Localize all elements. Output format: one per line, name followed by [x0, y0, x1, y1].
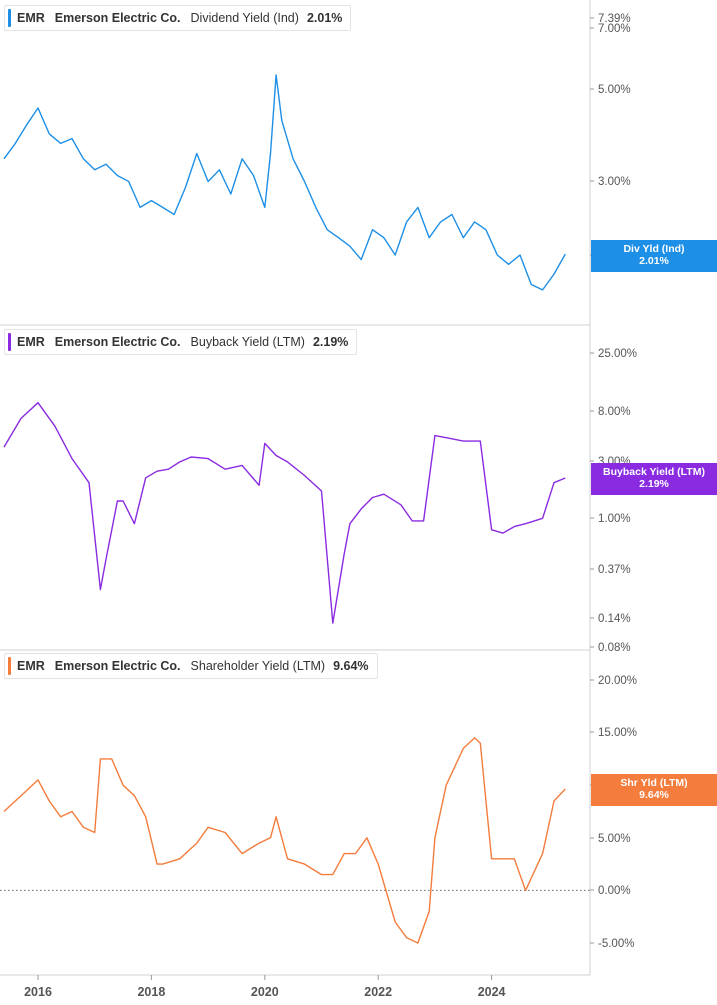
legend-ticker: EMR: [17, 659, 45, 673]
y-tick-label: 5.00%: [598, 833, 631, 845]
y-tick-label: 1.00%: [598, 513, 631, 525]
series-line-dividend: [3, 74, 566, 291]
series-line-shareholder: [3, 737, 566, 944]
series-line-buyback: [3, 402, 566, 624]
legend-shareholder[interactable]: EMR Emerson Electric Co. Shareholder Yie…: [4, 653, 378, 679]
legend-metric: Dividend Yield (Ind): [190, 11, 299, 25]
legend-swatch-shareholder: [8, 657, 11, 675]
x-tick-label: 2016: [24, 985, 52, 999]
legend-company: Emerson Electric Co.: [54, 335, 181, 349]
y-tick-label: 0.08%: [598, 642, 631, 654]
legend-ticker: EMR: [17, 335, 45, 349]
x-tick-label: 2020: [251, 985, 279, 999]
legend-swatch-buyback: [8, 333, 11, 351]
y-tick-label: 3.00%: [598, 176, 631, 188]
y-tick-label: 5.00%: [598, 84, 631, 96]
legend-dividend[interactable]: EMR Emerson Electric Co. Dividend Yield …: [4, 5, 352, 31]
y-tick-label: -5.00%: [598, 938, 634, 950]
x-tick-label: 2018: [137, 985, 165, 999]
legend-value: 9.64%: [333, 659, 369, 673]
badge-label: Div Yld (Ind): [623, 243, 685, 255]
y-tick-label: 0.14%: [598, 613, 631, 625]
x-tick-label: 2024: [478, 985, 506, 999]
legend-metric: Shareholder Yield (LTM): [190, 659, 326, 673]
legend-company: Emerson Electric Co.: [54, 659, 181, 673]
badge-value: 2.19%: [639, 478, 669, 490]
badge-value: 2.01%: [639, 255, 669, 267]
badge-buyback: Buyback Yield (LTM) 2.19%: [591, 463, 717, 495]
legend-value: 2.19%: [312, 335, 349, 349]
badge-dividend: Div Yld (Ind) 2.01%: [591, 240, 717, 272]
legend-buyback[interactable]: EMR Emerson Electric Co. Buyback Yield (…: [4, 329, 358, 355]
badge-value: 9.64%: [639, 789, 669, 801]
y-tick-label: 25.00%: [598, 348, 637, 360]
y-tick-label: 15.00%: [598, 727, 637, 739]
legend-value: 2.01%: [306, 11, 343, 25]
badge-label: Shr Yld (LTM): [620, 777, 688, 789]
grid-layer: [0, 0, 591, 976]
x-tick-label: 2022: [364, 985, 392, 999]
badge-shareholder: Shr Yld (LTM) 9.64%: [591, 774, 717, 806]
y-tick-label: 20.00%: [598, 675, 637, 687]
legend-swatch-dividend: [8, 9, 11, 27]
legend-metric: Buyback Yield (LTM): [190, 335, 305, 349]
legend-company: Emerson Electric Co.: [54, 11, 181, 25]
y-tick-label: 0.37%: [598, 564, 631, 576]
y-tick-label: 7.39%: [598, 13, 631, 25]
y-tick-label: 7.00%: [598, 23, 631, 35]
y-tick-label: 8.00%: [598, 406, 631, 418]
legend-ticker: EMR: [17, 11, 45, 25]
badge-label: Buyback Yield (LTM): [603, 466, 705, 478]
series-layer: [3, 74, 566, 944]
y-tick-label: 0.00%: [598, 885, 631, 897]
axis-layer: 7.39%7.00%5.00%3.00%2.0…25.00%8.00%3.00%…: [24, 13, 637, 999]
